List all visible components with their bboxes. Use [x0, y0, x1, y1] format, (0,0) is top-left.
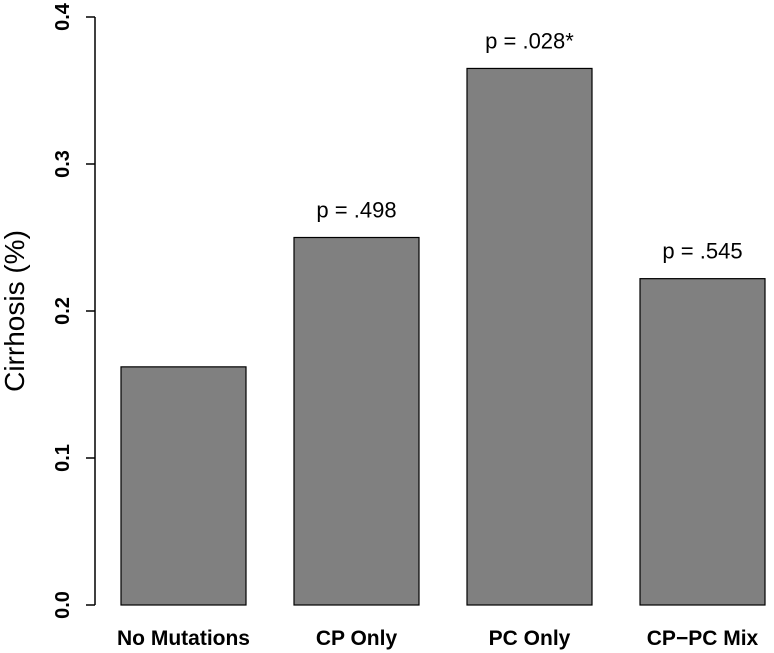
y-tick-label: 0.2: [52, 297, 74, 325]
y-tick-label: 0.1: [52, 444, 74, 472]
x-axis-labels: No Mutations CP Only PC Only CP−PC Mix: [117, 627, 759, 650]
p-value-label: p = .545: [662, 239, 742, 264]
category-label: CP Only: [316, 627, 398, 650]
bar: [120, 366, 247, 606]
bar: [466, 67, 593, 606]
y-axis-title: Cirrhosis (%): [0, 230, 30, 392]
category-label: CP−PC Mix: [647, 627, 759, 650]
p-value-label: p = .498: [316, 198, 396, 223]
p-value-label: p = .028*: [485, 28, 574, 53]
annotations: p = .498 p = .028* p = .545: [316, 28, 742, 263]
y-tick-label: 0.0: [52, 591, 74, 619]
y-tick-label: 0.3: [52, 150, 74, 178]
bar: [293, 236, 420, 606]
y-axis: 0.0 0.1 0.2 0.3 0.4: [52, 2, 96, 619]
bar: [639, 278, 766, 606]
y-tick-label: 0.4: [52, 2, 74, 31]
category-label: No Mutations: [117, 627, 250, 650]
bars: [120, 67, 766, 606]
category-label: PC Only: [489, 627, 571, 650]
